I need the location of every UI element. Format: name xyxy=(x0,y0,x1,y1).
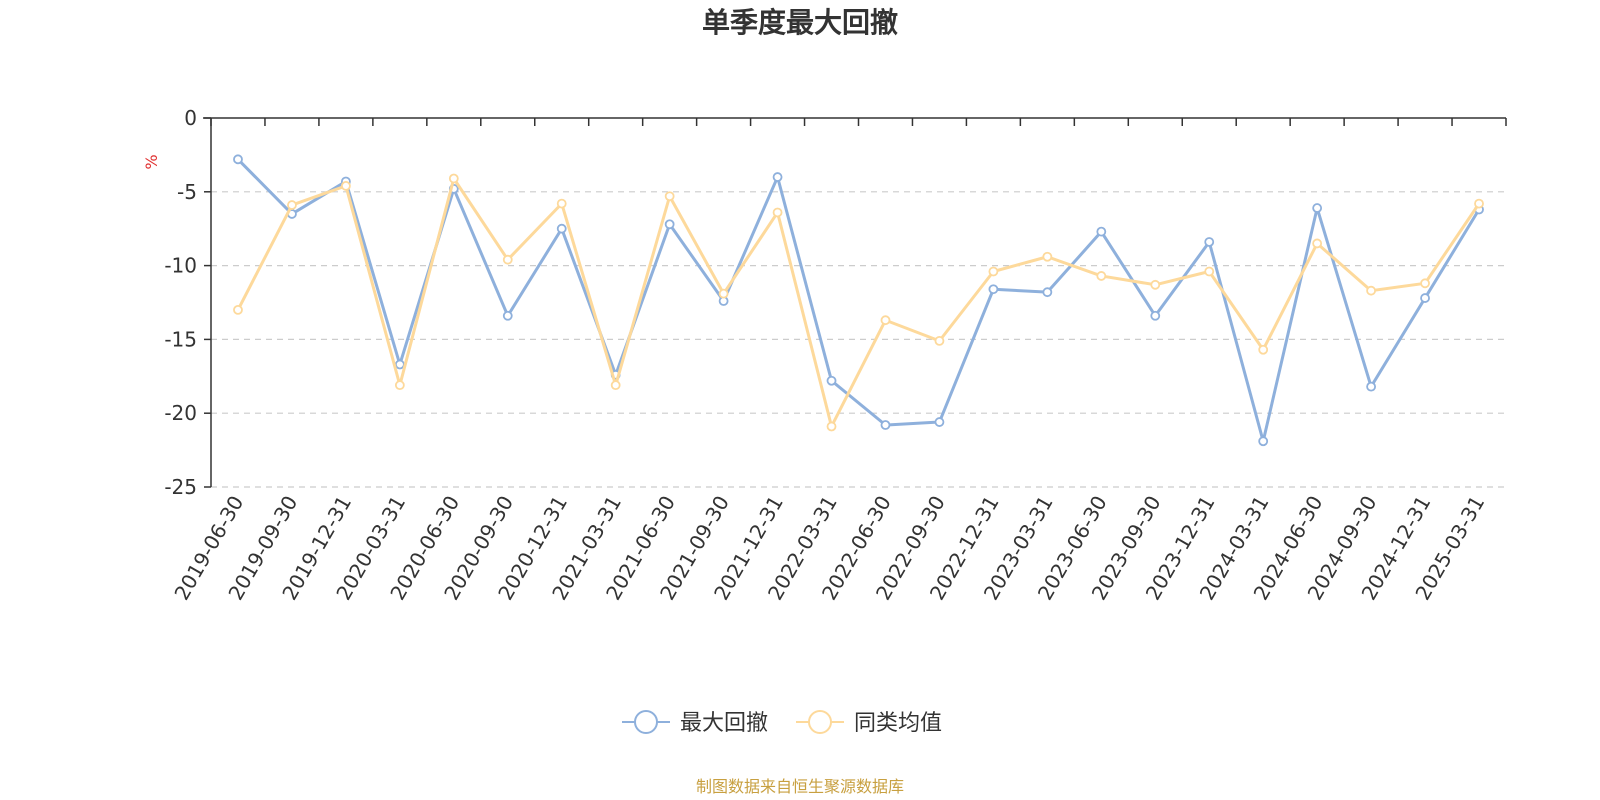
data-point[interactable] xyxy=(233,304,243,315)
data-point[interactable] xyxy=(988,266,999,277)
data-point[interactable] xyxy=(934,335,945,346)
legend-item[interactable]: 最大回撤 xyxy=(622,710,768,736)
data-point[interactable] xyxy=(1258,436,1269,447)
data-point[interactable] xyxy=(1312,203,1323,213)
legend-marker xyxy=(808,710,832,734)
y-tick-label: -5 xyxy=(177,180,197,204)
series-2 xyxy=(233,173,1484,432)
legend-label: 同类均值 xyxy=(854,711,942,736)
data-point[interactable] xyxy=(1096,226,1107,237)
data-point[interactable] xyxy=(772,207,783,218)
data-point[interactable] xyxy=(1150,279,1161,290)
data-point[interactable] xyxy=(233,154,243,165)
data-point[interactable] xyxy=(826,375,837,386)
data-point[interactable] xyxy=(826,421,837,432)
data-point[interactable] xyxy=(502,310,513,321)
data-point[interactable] xyxy=(1366,381,1377,392)
y-tick-label: -20 xyxy=(164,401,197,425)
y-tick-label: 0 xyxy=(184,106,197,130)
data-point[interactable] xyxy=(1042,287,1053,298)
data-point[interactable] xyxy=(934,417,945,427)
data-point[interactable] xyxy=(1474,198,1484,209)
data-point[interactable] xyxy=(1420,293,1430,303)
data-point[interactable] xyxy=(880,420,891,430)
data-point[interactable] xyxy=(1042,251,1053,262)
data-point[interactable] xyxy=(556,223,567,234)
y-tick-label: -10 xyxy=(164,254,197,278)
y-axis-unit: % xyxy=(142,154,161,169)
data-point[interactable] xyxy=(394,359,405,370)
gridlines xyxy=(211,191,1506,488)
data-point[interactable] xyxy=(448,173,459,184)
data-point[interactable] xyxy=(1366,285,1377,296)
data-point[interactable] xyxy=(287,200,297,210)
data-point[interactable] xyxy=(1096,271,1107,281)
data-point[interactable] xyxy=(1258,344,1269,355)
series-layer xyxy=(233,154,1484,447)
data-point[interactable] xyxy=(1204,237,1215,247)
series-line xyxy=(236,177,1481,428)
legend-item[interactable]: 同类均值 xyxy=(796,710,942,736)
y-tick-label: -25 xyxy=(164,475,197,499)
legend[interactable]: 最大回撤 同类均值 xyxy=(622,710,942,736)
series-line xyxy=(236,158,1481,443)
legend-label: 最大回撤 xyxy=(680,711,768,736)
source-note: 制图数据来自恒生聚源数据库 xyxy=(696,777,904,796)
data-point[interactable] xyxy=(1150,310,1161,321)
legend-marker xyxy=(634,710,658,734)
data-point[interactable] xyxy=(880,315,891,326)
data-point[interactable] xyxy=(718,288,729,299)
data-point[interactable] xyxy=(664,219,675,230)
y-tick-label: -15 xyxy=(164,327,197,351)
data-point[interactable] xyxy=(772,172,783,182)
data-point[interactable] xyxy=(340,180,351,191)
axes xyxy=(203,117,1506,487)
data-point[interactable] xyxy=(1420,278,1430,289)
chart-title: 单季度最大回撤 xyxy=(702,6,898,39)
data-point[interactable] xyxy=(1204,266,1215,277)
data-point[interactable] xyxy=(610,380,621,391)
y-axis-ticks: 0 -5 -10 -15 -20 -25 xyxy=(164,106,211,499)
data-point[interactable] xyxy=(394,380,405,391)
data-point[interactable] xyxy=(556,198,567,209)
data-point[interactable] xyxy=(502,254,513,265)
data-point[interactable] xyxy=(988,284,999,295)
data-point[interactable] xyxy=(664,191,675,202)
data-point[interactable] xyxy=(1312,238,1323,249)
x-axis-ticks: 2019-06-302019-09-302019-12-312020-03-31… xyxy=(169,118,1507,604)
